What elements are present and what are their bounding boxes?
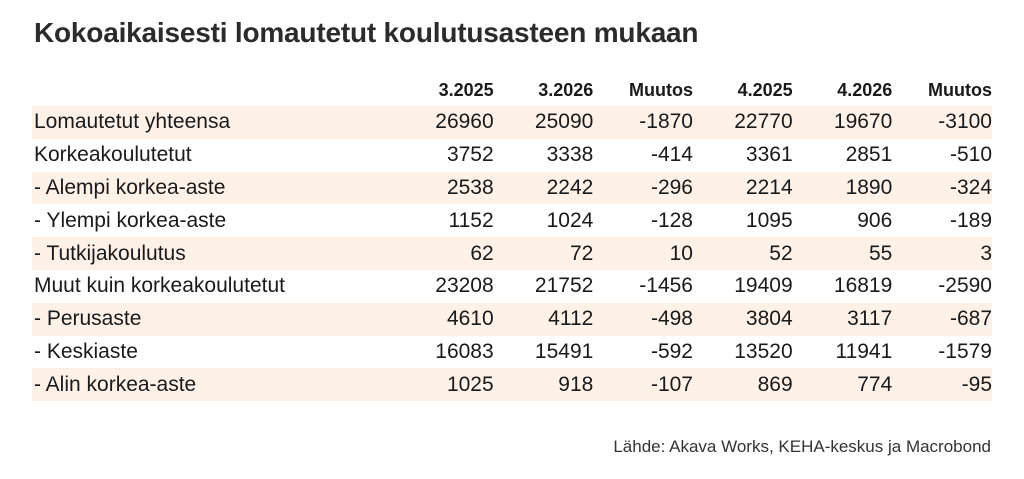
table-header-row: 3.2025 3.2026 Muutos 4.2025 4.2026 Muuto… — [32, 74, 992, 106]
data-table: 3.2025 3.2026 Muutos 4.2025 4.2026 Muuto… — [32, 74, 992, 402]
table-cell: 3361 — [745, 143, 793, 167]
row-label: - Perusaste — [32, 302, 395, 336]
table-cell: 62 — [394, 237, 494, 270]
table-cell: 906 — [857, 208, 893, 232]
table-cell: 25090 — [493, 106, 594, 139]
table-row: - Keskiaste 16083 15491 -592 13520 11941 -1579 — [32, 336, 992, 369]
table-cell: 11941 — [835, 339, 893, 363]
table-cell: 4112 — [493, 302, 594, 336]
table-cell: -296 — [593, 171, 693, 205]
table-cell: 16819 — [833, 274, 893, 298]
table-cell: -1579 — [938, 339, 992, 363]
table-cell: 1095 — [745, 208, 793, 232]
table-cell: -189 — [949, 208, 992, 232]
table-cell: 869 — [692, 368, 793, 402]
column-header: 3.2025 — [438, 79, 494, 100]
table-cell: -2590 — [938, 274, 992, 298]
table-cell: 3338 — [546, 143, 594, 167]
row-label: Korkeakoulutetut — [34, 143, 192, 167]
table-cell: 26960 — [394, 106, 494, 139]
table-cell: -687 — [892, 302, 992, 336]
table-row: - Ylempi korkea-aste 1152 1024 -128 1095 906 -… — [32, 204, 992, 237]
table-cell: 2851 — [845, 143, 893, 167]
table-cell: 13520 — [734, 339, 793, 363]
table-cell: 3 — [892, 237, 992, 270]
table-cell: 2214 — [692, 171, 793, 205]
table-cell: 2242 — [493, 171, 594, 205]
table-cell: -107 — [593, 368, 693, 402]
page-title: Kokoaikaisesti lomautetut koulutusasteen… — [34, 17, 699, 48]
row-label: - Alempi korkea-aste — [32, 171, 395, 205]
column-header — [32, 74, 394, 106]
table-cell: 21752 — [534, 274, 594, 298]
table-cell: 918 — [493, 368, 594, 402]
table-cell: -414 — [650, 143, 693, 167]
table-cell: -95 — [892, 368, 992, 402]
row-label: - Keskiaste — [34, 339, 138, 363]
table-cell: 3117 — [792, 302, 893, 336]
table-cell: 16083 — [435, 339, 494, 363]
table-row: - Alempi korkea-aste 2538 2242 -296 2214 1890… — [32, 171, 992, 205]
table-cell: 4610 — [394, 302, 494, 336]
table-cell: 19670 — [792, 106, 893, 139]
table-cell: 52 — [692, 237, 793, 270]
source-note: Lähde: Akava Works, KEHA-keskus ja Macro… — [613, 437, 991, 456]
table-cell: 15491 — [534, 339, 594, 363]
table-cell: 774 — [792, 368, 893, 402]
table-cell: -324 — [892, 171, 992, 205]
table-cell: -128 — [650, 208, 693, 232]
column-header: Muutos — [629, 79, 693, 100]
column-header: 4.2025 — [737, 79, 793, 100]
table-cell: 19409 — [734, 274, 793, 298]
column-header: Muutos — [928, 79, 992, 100]
column-header: 3.2026 — [538, 79, 594, 100]
table-cell: 2538 — [394, 171, 494, 205]
column-header: 4.2026 — [837, 79, 893, 100]
table-cell: 55 — [792, 237, 893, 270]
table-cell: 72 — [493, 237, 594, 270]
table-cell: 1024 — [546, 208, 594, 232]
table-cell: 1152 — [448, 208, 494, 232]
row-label: - Tutkijakoulutus — [32, 237, 395, 270]
table-row: - Tutkijakoulutus 62 72 10 52 55 3 — [32, 237, 992, 270]
table-cell: -1456 — [639, 274, 693, 298]
table-cell: 22770 — [692, 106, 793, 139]
table-cell: 23208 — [435, 274, 494, 298]
table-cell: -1870 — [593, 106, 693, 139]
row-label: Lomautetut yhteensa — [32, 106, 395, 139]
row-label: Muut kuin korkeakoulutetut — [34, 274, 285, 298]
table-cell: 10 — [593, 237, 693, 270]
table-cell: 3804 — [692, 302, 793, 336]
table-row: Korkeakoulutetut 3752 3338 -414 3361 2851 -510 — [32, 139, 992, 172]
table-cell: -592 — [650, 339, 693, 363]
table-row: Muut kuin korkeakoulutetut 23208 21752 -145… — [32, 270, 992, 303]
table-row: - Alin korkea-aste 1025 918 -107 869 774 -95 — [32, 368, 992, 402]
table-cell: -3100 — [892, 106, 992, 139]
row-label: - Alin korkea-aste — [32, 368, 395, 402]
row-label: - Ylempi korkea-aste — [34, 208, 227, 232]
table-cell: -510 — [949, 143, 992, 167]
table-cell: 1890 — [792, 171, 893, 205]
table-row: - Perusaste 4610 4112 -498 3804 3117 -687 — [32, 302, 992, 336]
table-cell: -498 — [593, 302, 693, 336]
table-row: Lomautetut yhteensa 26960 25090 -1870 22770 1… — [32, 106, 992, 139]
table-body: Lomautetut yhteensa 26960 25090 -1870 22770 1… — [32, 106, 992, 402]
table-cell: 1025 — [394, 368, 494, 402]
table-cell: 3752 — [446, 143, 494, 167]
